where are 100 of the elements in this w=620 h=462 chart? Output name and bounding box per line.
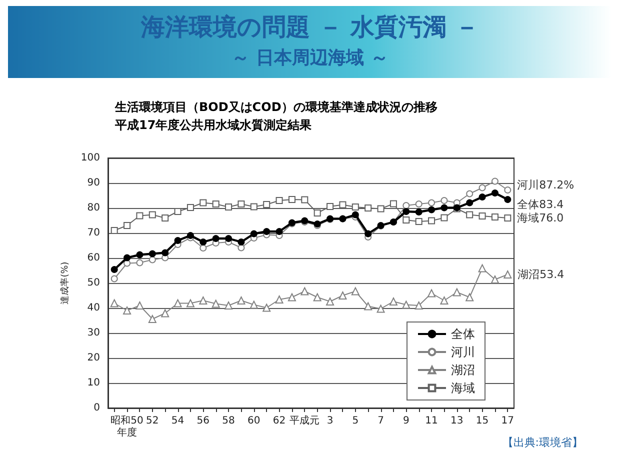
point xyxy=(428,206,436,214)
legend-label: 湖沼 xyxy=(451,363,475,377)
point xyxy=(504,186,512,194)
text: 【出典:環境省】 xyxy=(502,436,584,449)
point xyxy=(238,244,245,252)
point xyxy=(174,299,182,308)
point xyxy=(250,300,258,309)
point xyxy=(110,266,118,273)
point xyxy=(186,299,194,308)
x-tick-label: 3 xyxy=(326,416,334,426)
point xyxy=(339,201,346,208)
legend-label: 河川 xyxy=(451,345,475,359)
point xyxy=(250,230,258,238)
point xyxy=(491,178,498,185)
annotation: 湖沼53.4 xyxy=(518,268,564,281)
point xyxy=(466,211,474,218)
point xyxy=(288,293,296,302)
point xyxy=(300,287,309,296)
point xyxy=(504,196,512,203)
annotation: 河川87.2% xyxy=(517,178,574,192)
x-tick-label: 58 xyxy=(222,416,235,426)
point xyxy=(440,197,448,204)
point xyxy=(440,214,448,222)
point xyxy=(351,287,360,296)
legend-label: 海域 xyxy=(451,381,475,395)
x-tick-label: 15 xyxy=(476,416,489,426)
point xyxy=(301,196,308,204)
point xyxy=(440,204,448,212)
x-tick-label: 60 xyxy=(248,416,260,426)
x-tick-label: 5 xyxy=(352,416,359,426)
x-tick-label: 56 xyxy=(196,416,210,426)
y-axis-title: 達成率(%) xyxy=(60,262,71,304)
point xyxy=(136,212,144,220)
point xyxy=(402,216,410,224)
point xyxy=(414,302,423,310)
point xyxy=(504,214,512,222)
point xyxy=(389,298,398,306)
point xyxy=(263,201,270,208)
point xyxy=(415,208,422,216)
y-tick-label: 0 xyxy=(94,402,100,414)
point xyxy=(314,210,321,216)
point xyxy=(148,256,156,264)
point xyxy=(415,200,422,208)
point xyxy=(225,235,232,242)
point xyxy=(275,296,284,304)
y-tick-label: 60 xyxy=(87,252,100,264)
point xyxy=(364,204,372,212)
point xyxy=(428,217,436,224)
point xyxy=(212,200,220,208)
y-tick-label: 50 xyxy=(87,278,100,288)
y-tick-label: 10 xyxy=(87,378,100,388)
y-tick-label: 80 xyxy=(87,202,100,214)
point xyxy=(377,205,384,212)
point xyxy=(199,296,208,304)
point xyxy=(402,208,410,215)
point xyxy=(136,259,144,266)
point xyxy=(428,289,436,298)
y-tick-label: 100 xyxy=(80,152,100,164)
point xyxy=(200,199,207,206)
point xyxy=(338,292,347,300)
text: 平成17年度公共用水域水質測定結果 xyxy=(114,118,313,132)
point xyxy=(478,194,486,200)
point xyxy=(263,228,270,235)
x-tick-label: 13 xyxy=(450,416,464,426)
point xyxy=(326,203,334,210)
point xyxy=(225,204,232,210)
point xyxy=(136,251,144,258)
point xyxy=(466,293,474,302)
annotation: 全体83.4 xyxy=(517,198,564,211)
point xyxy=(390,200,397,208)
point xyxy=(148,250,156,258)
point xyxy=(352,211,359,218)
y-tick-label: 20 xyxy=(87,352,100,364)
point xyxy=(428,199,436,206)
point xyxy=(161,309,170,318)
point xyxy=(364,302,372,310)
point xyxy=(478,212,486,220)
point xyxy=(162,249,169,256)
x-tick-label: 9 xyxy=(402,416,410,426)
point xyxy=(402,202,410,209)
point xyxy=(440,296,448,304)
point xyxy=(288,196,296,203)
point xyxy=(491,214,498,220)
text: 生活環境項目（BOD又はCOD）の環境基準達成状況の推移 xyxy=(114,100,438,114)
point xyxy=(238,238,245,246)
x-tick-label: 54 xyxy=(171,416,184,426)
x-tick-label: 7 xyxy=(378,416,384,426)
point xyxy=(123,306,132,314)
point xyxy=(224,302,233,310)
point xyxy=(148,211,156,218)
point xyxy=(174,208,182,215)
point xyxy=(200,244,207,252)
x-tick-label: 平成元 xyxy=(290,414,320,426)
point xyxy=(174,237,182,244)
legend-label: 全体 xyxy=(451,327,475,341)
point xyxy=(313,293,322,302)
point xyxy=(452,288,461,296)
annotation: 海域76.0 xyxy=(517,212,564,224)
point xyxy=(212,235,220,242)
point xyxy=(478,184,486,192)
